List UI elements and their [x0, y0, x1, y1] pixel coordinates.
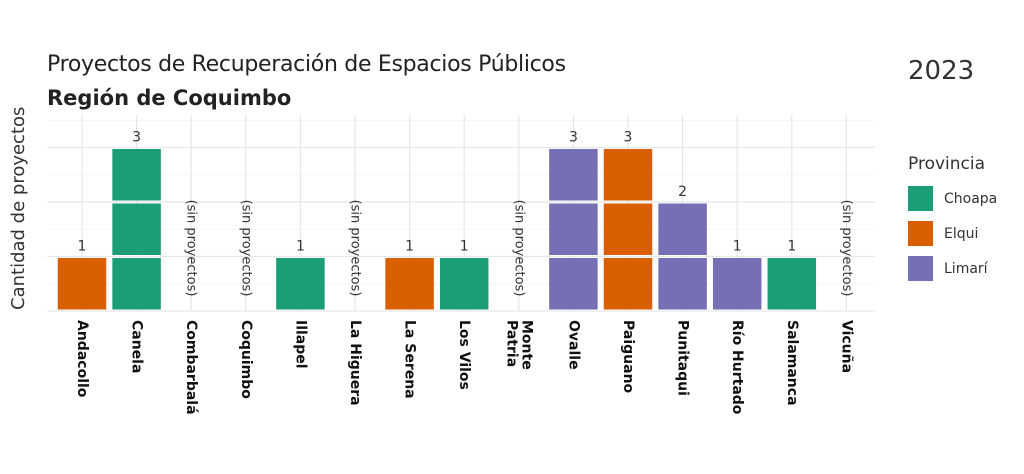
bar-la-serena-1	[385, 258, 434, 310]
bar-paiguano-3	[603, 149, 653, 201]
x-tick-canela: Canela	[129, 320, 145, 373]
bar-rio-hurtado-1	[712, 258, 762, 310]
bar-ovalle-2	[549, 203, 598, 255]
legend-title: Provincia	[908, 154, 986, 174]
data-label-canela: 3	[132, 130, 141, 146]
no-projects-label-monte-patria: (sin proyectos)	[511, 200, 526, 297]
data-label-punitaqui: 2	[678, 184, 687, 200]
x-tick-los-vilos: Los Vilos	[456, 320, 472, 390]
data-label-paiguano: 3	[624, 130, 633, 146]
x-tick-labels: Andacollo Canela Combarbalá Coquimbo Illapel…	[74, 320, 854, 415]
bar-illapel-1	[276, 258, 325, 310]
data-label-la-serena: 1	[405, 239, 414, 255]
legend-label-limari: Limarí	[944, 260, 988, 277]
bar-canela-3	[112, 149, 161, 201]
bars	[57, 149, 817, 310]
x-tick-combarbala: Combarbalá	[183, 320, 199, 415]
data-label-andacollo: 1	[78, 239, 87, 255]
data-label-salamanca: 1	[787, 239, 796, 255]
legend-swatch-elqui	[908, 221, 933, 246]
bar-chart: 1 3 (sin proyectos) (sin proyectos) 1 (sin pr…	[47, 114, 875, 415]
data-label-los-vilos: 1	[460, 239, 469, 255]
x-tick-vicuna: Vicuña	[838, 320, 854, 373]
legend-label-choapa: Choapa	[944, 190, 998, 207]
legend-swatch-choapa	[908, 186, 933, 211]
data-label-rio-hurtado: 1	[733, 239, 742, 255]
legend-label-elqui: Elqui	[944, 225, 979, 242]
bar-paiguano-1	[603, 258, 653, 310]
x-tick-andacollo: Andacollo	[74, 320, 90, 398]
no-projects-label-coquimbo: (sin proyectos)	[238, 200, 253, 297]
x-tick-la-higuera: La Higuera	[347, 320, 363, 406]
bar-ovalle-3	[549, 149, 598, 201]
bar-canela-2	[112, 203, 161, 255]
legend-item-choapa: Choapa	[908, 184, 997, 213]
x-tick-illapel: Illapel	[292, 320, 308, 369]
x-tick-monte-patria-2: Patria	[503, 320, 519, 367]
bar-paiguano-2	[603, 203, 653, 255]
x-tick-la-serena: La Serena	[402, 320, 418, 399]
x-tick-monte-patria-1: Monte	[518, 320, 534, 370]
bar-punitaqui-2	[658, 203, 707, 255]
bar-andacollo-1	[57, 258, 107, 310]
x-tick-coquimbo: Coquimbo	[238, 320, 254, 399]
no-projects-label-la-higuera: (sin proyectos)	[348, 200, 363, 297]
legend-item-limari: Limarí	[908, 254, 997, 283]
bar-punitaqui-1	[658, 258, 707, 310]
x-tick-ovalle: Ovalle	[565, 320, 581, 370]
data-label-ovalle: 3	[569, 130, 578, 146]
year-label: 2023	[908, 56, 975, 86]
no-projects-label-vicuna: (sin proyectos)	[839, 200, 854, 297]
legend-swatch-limari	[908, 256, 933, 281]
bar-canela-1	[112, 258, 161, 310]
data-labels: 1 3 (sin proyectos) (sin proyectos) 1 (sin pr…	[78, 130, 854, 297]
bar-los-vilos-1	[439, 258, 489, 310]
chart-title: Proyectos de Recuperación de Espacios Pú…	[47, 52, 566, 77]
no-projects-label-combarbala: (sin proyectos)	[184, 200, 199, 297]
x-tick-salamanca: Salamanca	[784, 320, 800, 406]
bar-ovalle-1	[549, 258, 598, 310]
x-tick-paiguano: Paiguano	[620, 320, 636, 394]
legend-item-elqui: Elqui	[908, 219, 997, 248]
legend: Provincia Choapa Elqui Limarí	[908, 154, 997, 289]
bar-salamanca-1	[767, 258, 817, 310]
chart-subtitle: Región de Coquimbo	[47, 86, 292, 110]
data-label-illapel: 1	[296, 239, 305, 255]
x-tick-punitaqui: Punitaqui	[675, 320, 691, 396]
x-tick-rio-hurtado: Río Hurtado	[729, 320, 745, 415]
